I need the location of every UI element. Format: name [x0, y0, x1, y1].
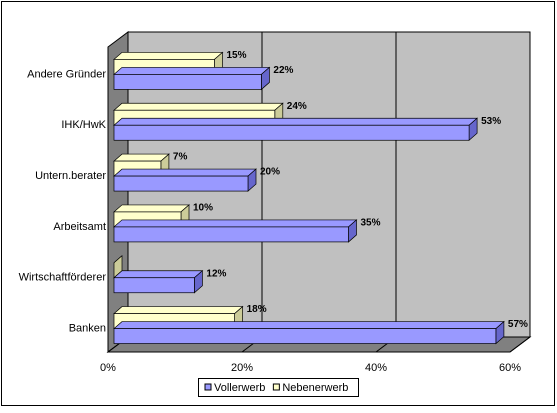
bar-face	[113, 321, 505, 329]
bar-face	[113, 168, 257, 177]
y-tick-label: Banken	[69, 322, 106, 334]
value-label: 12%	[206, 268, 226, 279]
bar-face	[113, 52, 224, 60]
bar-face	[113, 219, 358, 228]
bar	[113, 219, 358, 243]
bar-face	[113, 74, 262, 90]
bar-face	[113, 124, 470, 141]
y-tick-label: Wirtschaftförderer	[19, 272, 107, 284]
value-label: 7%	[173, 152, 188, 163]
value-label: 20%	[260, 167, 280, 178]
bar-face	[113, 328, 497, 344]
x-tick-label: 60%	[499, 362, 521, 374]
value-label: 53%	[481, 116, 501, 127]
bar-face	[113, 277, 195, 294]
value-label: 10%	[193, 203, 213, 214]
bar-face	[113, 117, 479, 126]
y-tick-label: Untern.berater	[35, 170, 106, 182]
bar-face	[113, 175, 249, 192]
value-label: 24%	[287, 101, 307, 112]
y-tick-label: Arbeitsamt	[53, 221, 106, 233]
y-tick-label: Andere Gründer	[27, 68, 106, 80]
legend-swatch	[204, 383, 212, 391]
value-label: 22%	[273, 65, 293, 76]
bar	[113, 117, 479, 142]
grid-line	[509, 32, 531, 353]
y-tick-label: IHK/HwK	[61, 119, 106, 131]
x-tick-label: 20%	[231, 362, 253, 374]
value-label: 15%	[227, 50, 247, 61]
bar	[113, 66, 271, 91]
x-tick-label: 0%	[100, 362, 116, 374]
bar	[113, 320, 505, 345]
x-tick-label: 40%	[365, 362, 387, 374]
bar-face	[113, 67, 271, 75]
value-label: 35%	[361, 218, 381, 229]
value-label: 18%	[247, 304, 267, 315]
bar-face	[113, 306, 244, 314]
bar-face	[113, 226, 349, 243]
bar	[113, 168, 257, 192]
bar-face	[113, 153, 170, 162]
bar-face	[113, 102, 284, 111]
bar	[113, 269, 204, 294]
legend-swatch	[272, 383, 280, 391]
value-label: 57%	[508, 319, 528, 330]
legend-label: Nebenerwerb	[282, 382, 348, 394]
bar-face	[113, 204, 190, 213]
legend-label: Vollerwerb	[214, 382, 265, 394]
bar-face	[113, 270, 204, 279]
